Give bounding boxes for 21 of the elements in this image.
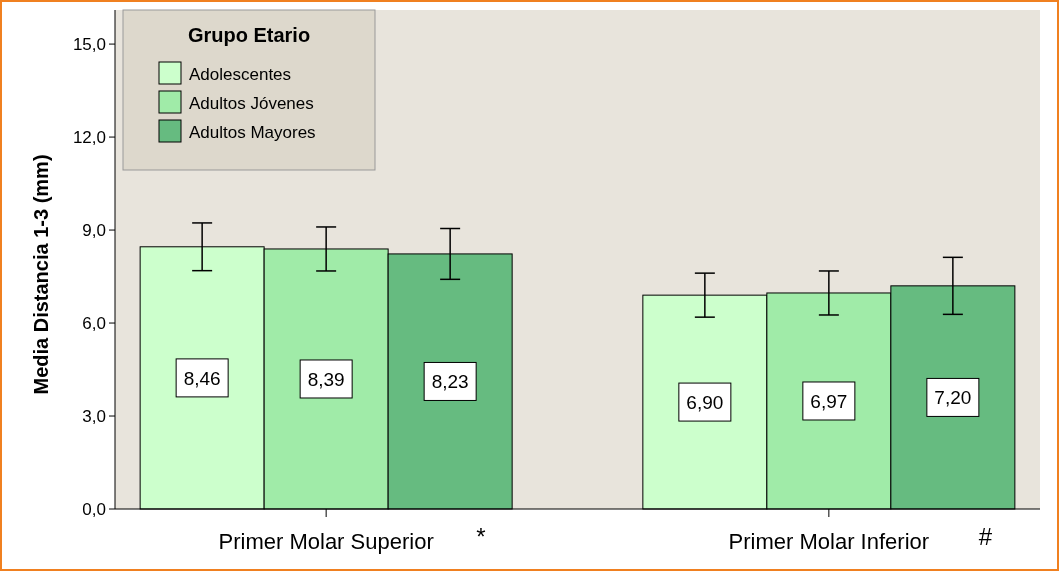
data-label: 8,23: [431, 371, 469, 393]
legend-title: Grupo Etario: [187, 24, 311, 46]
legend-label: Adultos Jóvenes: [189, 94, 314, 113]
data-label: 8,46: [183, 367, 221, 389]
data-label: 6,97: [810, 390, 848, 412]
y-tick-label: 15,0: [72, 35, 106, 55]
y-tick-label: 6,0: [82, 314, 106, 334]
data-label: 8,39: [307, 368, 345, 390]
y-axis-title: Media Distancia 1-3 (mm): [30, 154, 52, 395]
text: #: [978, 523, 993, 550]
x-tick-label: Primer Molar Superior: [218, 529, 434, 554]
legend-label: Adultos Mayores: [189, 123, 316, 142]
y-tick-label: 3,0: [82, 407, 106, 427]
text: *: [476, 523, 486, 550]
data-label: 6,90: [686, 392, 724, 414]
y-tick-label: 12,0: [72, 128, 106, 148]
x-tick-label: Primer Molar Inferior: [728, 529, 930, 554]
data-label: 7,20: [934, 387, 972, 409]
legend-label: Adolescentes: [189, 65, 292, 84]
y-tick-label: 9,0: [82, 221, 106, 241]
y-tick-label: 0,0: [82, 500, 106, 519]
